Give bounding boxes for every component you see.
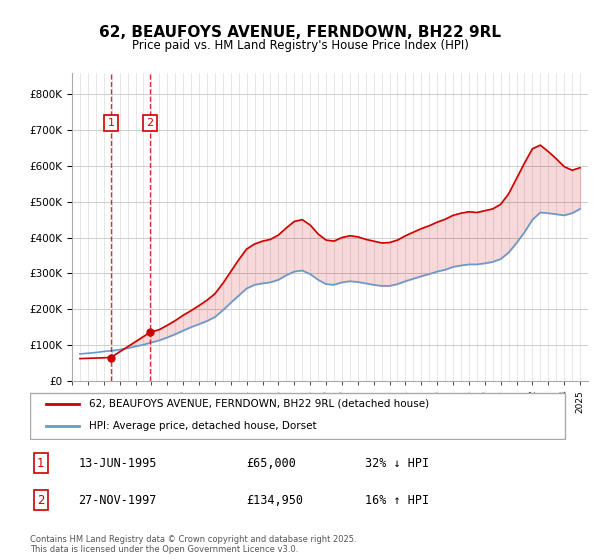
Text: 62, BEAUFOYS AVENUE, FERNDOWN, BH22 9RL: 62, BEAUFOYS AVENUE, FERNDOWN, BH22 9RL <box>99 25 501 40</box>
Text: 1: 1 <box>107 118 115 128</box>
Text: £134,950: £134,950 <box>246 494 303 507</box>
FancyBboxPatch shape <box>30 393 565 439</box>
Text: 27-NOV-1997: 27-NOV-1997 <box>79 494 157 507</box>
Text: 32% ↓ HPI: 32% ↓ HPI <box>365 456 429 470</box>
Text: £65,000: £65,000 <box>246 456 296 470</box>
Text: 2: 2 <box>37 494 44 507</box>
Text: 62, BEAUFOYS AVENUE, FERNDOWN, BH22 9RL (detached house): 62, BEAUFOYS AVENUE, FERNDOWN, BH22 9RL … <box>89 399 430 409</box>
Text: HPI: Average price, detached house, Dorset: HPI: Average price, detached house, Dors… <box>89 421 317 431</box>
Text: 13-JUN-1995: 13-JUN-1995 <box>79 456 157 470</box>
Text: 1: 1 <box>37 456 44 470</box>
Text: Contains HM Land Registry data © Crown copyright and database right 2025.
This d: Contains HM Land Registry data © Crown c… <box>30 535 356 554</box>
Text: 2: 2 <box>146 118 154 128</box>
Text: Price paid vs. HM Land Registry's House Price Index (HPI): Price paid vs. HM Land Registry's House … <box>131 39 469 52</box>
Text: 16% ↑ HPI: 16% ↑ HPI <box>365 494 429 507</box>
